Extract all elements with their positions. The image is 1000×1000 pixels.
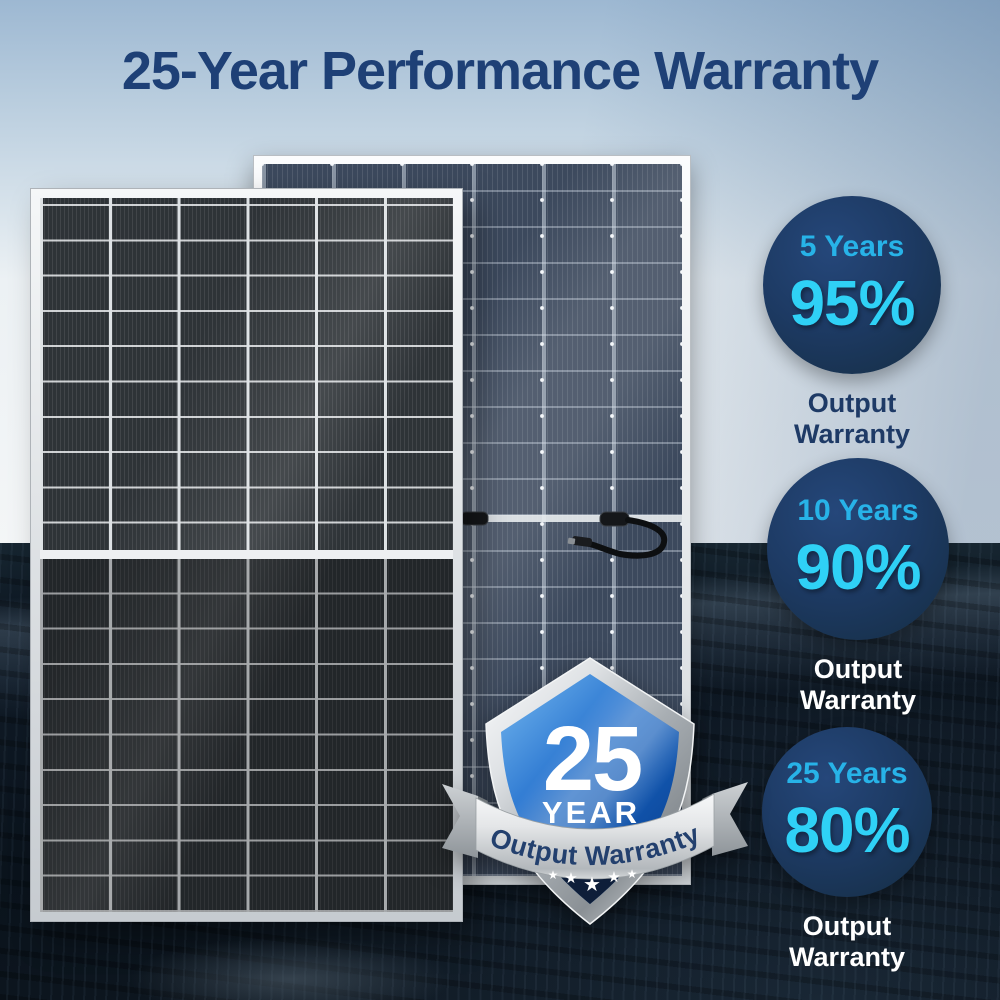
badge-circle: 5 Years 95% [763,196,941,374]
badge-label: Output Warranty [788,911,906,972]
shield-graphic: 25 YEAR Output Warranty ★ ★ ★ ★ ★ [442,657,748,925]
badge-percent: 90% [795,531,921,603]
badge-circle: 25 Years 80% [762,727,932,897]
badge-years: 5 Years [799,230,905,263]
star-row: ★ ★ ★ ★ ★ [548,867,638,896]
badge-percent: 80% [784,794,910,866]
warranty-badge-5-years: 5 Years 95% Output Warranty [763,196,941,450]
star-icon: ★ [548,868,559,882]
solar-cells-front [40,198,453,912]
shield-number: 25 [543,708,641,810]
junction-box [599,511,630,527]
badge-percent: 95% [789,267,915,339]
warranty-shield-badge: 25 YEAR Output Warranty ★ ★ ★ ★ ★ [430,648,760,958]
ribbon-left-tail [442,784,478,858]
badge-circle: 10 Years 90% [767,458,949,640]
warranty-badge-10-years: 10 Years 90% Output Warranty [767,458,949,716]
rock-slab [110,930,470,1000]
panel-lower-half-shade [40,559,453,912]
panel-half-divider [40,550,453,559]
star-icon: ★ [564,869,577,887]
warranty-badge-25-years: 25 Years 80% Output Warranty [762,727,932,973]
solar-panel-front [30,188,463,922]
star-icon: ★ [607,868,620,886]
star-icon: ★ [627,867,638,881]
cable-connector [571,536,593,547]
shield-year-label: YEAR [542,795,640,830]
page-title: 25-Year Performance Warranty [121,41,879,101]
star-icon: ★ [583,872,601,896]
cable [587,517,668,559]
badge-years: 10 Years [797,494,919,527]
ribbon-band [475,793,715,880]
junction-box [460,511,489,526]
badge-years: 25 Years [786,757,908,790]
junction-box-and-cable [460,511,668,559]
badge-label: Output Warranty [799,654,917,715]
badge-label: Output Warranty [793,388,911,449]
connector-tip [567,537,576,545]
ribbon-right-tail [712,782,748,856]
